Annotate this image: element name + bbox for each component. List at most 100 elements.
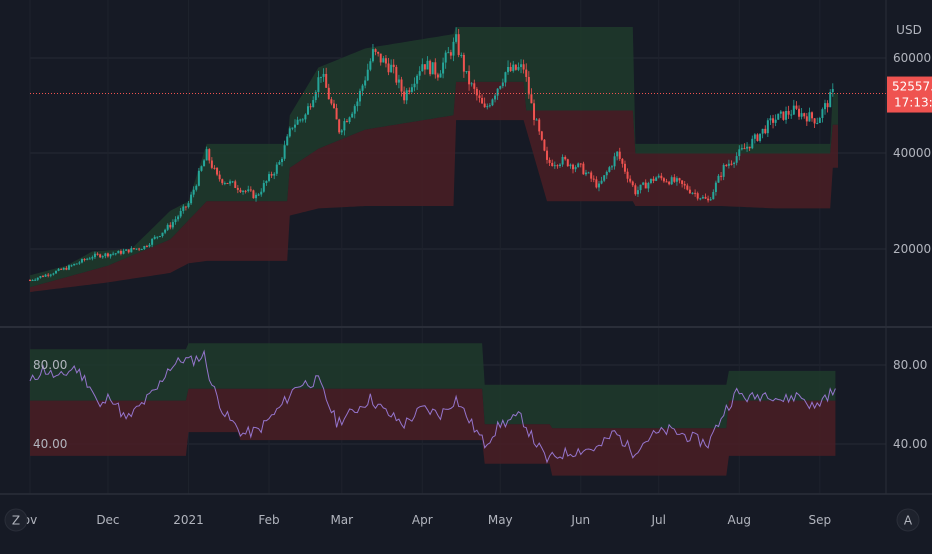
candle-body	[460, 54, 463, 56]
candle-body	[605, 171, 608, 176]
candle-body	[449, 52, 452, 56]
candle-body	[530, 94, 533, 104]
candle-body	[345, 121, 348, 123]
candle-body	[785, 110, 788, 120]
candle-body	[377, 51, 380, 54]
candle-body	[699, 198, 702, 200]
candle-body	[538, 119, 541, 132]
candle-body	[517, 67, 520, 70]
candle-body	[683, 183, 686, 186]
candle-body	[410, 87, 413, 92]
oscillator-upper-zone	[30, 343, 836, 429]
candle-body	[371, 49, 374, 62]
candle-body	[200, 166, 203, 171]
right-corner-button[interactable]: A	[896, 508, 920, 532]
candle-body	[514, 64, 517, 70]
candle-body	[39, 276, 42, 278]
candle-body	[244, 190, 247, 192]
candle-body	[738, 149, 741, 157]
candle-body	[592, 178, 595, 180]
time-axis[interactable]: ov Dec 2021 Feb Mar Apr May Jun Jul Aug Sep	[23, 513, 831, 527]
candle-body	[226, 182, 229, 184]
price-tick-label: 20000.00	[893, 242, 932, 256]
candle-body	[486, 106, 489, 108]
candle-body	[93, 253, 96, 258]
candle-body	[701, 196, 704, 199]
candle-body	[249, 189, 252, 191]
candle-body	[275, 164, 278, 174]
upper-channel-zone	[30, 27, 838, 288]
candle-body	[501, 82, 504, 87]
candle-body	[670, 177, 673, 185]
candle-body	[195, 185, 198, 190]
candle-body	[408, 90, 411, 92]
candle-body	[559, 164, 562, 167]
candle-body	[156, 236, 159, 238]
candle-body	[803, 113, 806, 117]
candle-body	[143, 246, 146, 250]
candle-body	[429, 60, 432, 75]
candle-body	[260, 191, 263, 195]
time-axis-label: Aug	[728, 513, 751, 527]
candle-body	[631, 181, 634, 186]
candle-body	[527, 76, 530, 95]
candle-body	[138, 248, 141, 250]
candle-body	[447, 52, 450, 54]
price-channel-zones	[30, 27, 838, 293]
candle-body	[556, 165, 559, 167]
candle-body	[512, 64, 515, 71]
candle-body	[223, 182, 226, 184]
candle-body	[733, 162, 736, 164]
oscillator-left-tick: 40.00	[33, 437, 67, 451]
candle-body	[647, 182, 650, 189]
candle-body	[665, 181, 668, 183]
candle-body	[392, 64, 395, 67]
oscillator-left-tick: 80.00	[33, 358, 67, 372]
candle-body	[655, 177, 658, 181]
candle-body	[826, 103, 829, 108]
candle-body	[673, 177, 676, 182]
candle-body	[151, 238, 154, 245]
candle-body	[387, 63, 390, 73]
candle-body	[125, 249, 128, 251]
candle-body	[455, 34, 458, 42]
candle-body	[691, 192, 694, 194]
candle-body	[216, 167, 219, 175]
candle-body	[504, 72, 507, 83]
candle-body	[610, 166, 613, 168]
candle-body	[418, 71, 421, 76]
candle-body	[340, 130, 343, 133]
candle-body	[566, 159, 569, 167]
left-corner-button[interactable]: Z	[4, 508, 28, 532]
candle-body	[626, 171, 629, 179]
candle-body	[192, 189, 195, 195]
candle-body	[239, 189, 242, 192]
candle-body	[247, 189, 250, 192]
candle-body	[332, 103, 335, 109]
candle-body	[413, 83, 416, 88]
candle-body	[564, 156, 567, 160]
candle-body	[88, 258, 91, 260]
candle-body	[481, 97, 484, 104]
candle-body	[379, 53, 382, 63]
candle-body	[384, 58, 387, 64]
candle-body	[312, 100, 315, 108]
candle-body	[787, 110, 790, 115]
candle-body	[696, 193, 699, 199]
last-price-badge: 52557.73 17:13:03	[887, 76, 932, 113]
candle-body	[73, 263, 76, 266]
candle-body	[283, 145, 286, 159]
time-axis-label: Sep	[809, 513, 832, 527]
currency-label[interactable]: USD	[896, 23, 922, 37]
candle-body	[78, 262, 81, 264]
candle-body	[579, 163, 582, 165]
candle-body	[657, 175, 660, 178]
candle-body	[91, 257, 94, 259]
candle-body	[257, 194, 260, 196]
candle-body	[720, 175, 723, 177]
candle-body	[582, 163, 585, 175]
candle-body	[203, 160, 206, 167]
candle-body	[54, 270, 57, 274]
